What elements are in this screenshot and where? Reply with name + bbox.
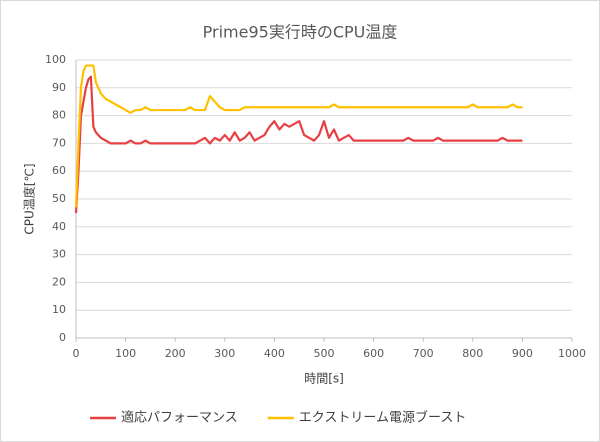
y-tick-label: 30 — [52, 248, 66, 261]
x-tick-label: 1000 — [558, 347, 586, 360]
y-tick-label: 70 — [52, 136, 66, 149]
y-tick-label: 80 — [52, 109, 66, 122]
y-tick-label: 60 — [52, 164, 66, 177]
x-tick-label: 900 — [512, 347, 533, 360]
y-tick-label: 40 — [52, 220, 66, 233]
x-axis-title: 時間[s] — [304, 372, 344, 386]
y-tick-label: 50 — [52, 192, 66, 205]
y-axis-title: CPU温度[℃] — [22, 163, 37, 234]
y-tick-label: 20 — [52, 275, 66, 288]
x-tick-label: 800 — [462, 347, 483, 360]
x-tick-label: 400 — [264, 347, 285, 360]
x-tick-label: 500 — [314, 347, 335, 360]
x-tick-label: 700 — [413, 347, 434, 360]
data-line — [74, 75, 523, 213]
y-tick-label: 90 — [52, 81, 66, 94]
data-line — [74, 64, 523, 208]
chart-title: Prime95実行時のCPU温度 — [203, 23, 398, 42]
y-tick-label: 100 — [45, 53, 66, 66]
x-tick-label: 100 — [115, 347, 136, 360]
x-tick-label: 0 — [73, 347, 80, 360]
y-tick-label: 10 — [52, 303, 66, 316]
y-tick-label: 0 — [59, 331, 66, 344]
x-tick-label: 300 — [214, 347, 235, 360]
x-tick-label: 200 — [165, 347, 186, 360]
legend-label: エクストリーム電源ブースト — [299, 410, 467, 426]
x-tick-label: 600 — [363, 347, 384, 360]
legend-label: 適応パフォーマンス — [121, 410, 238, 426]
